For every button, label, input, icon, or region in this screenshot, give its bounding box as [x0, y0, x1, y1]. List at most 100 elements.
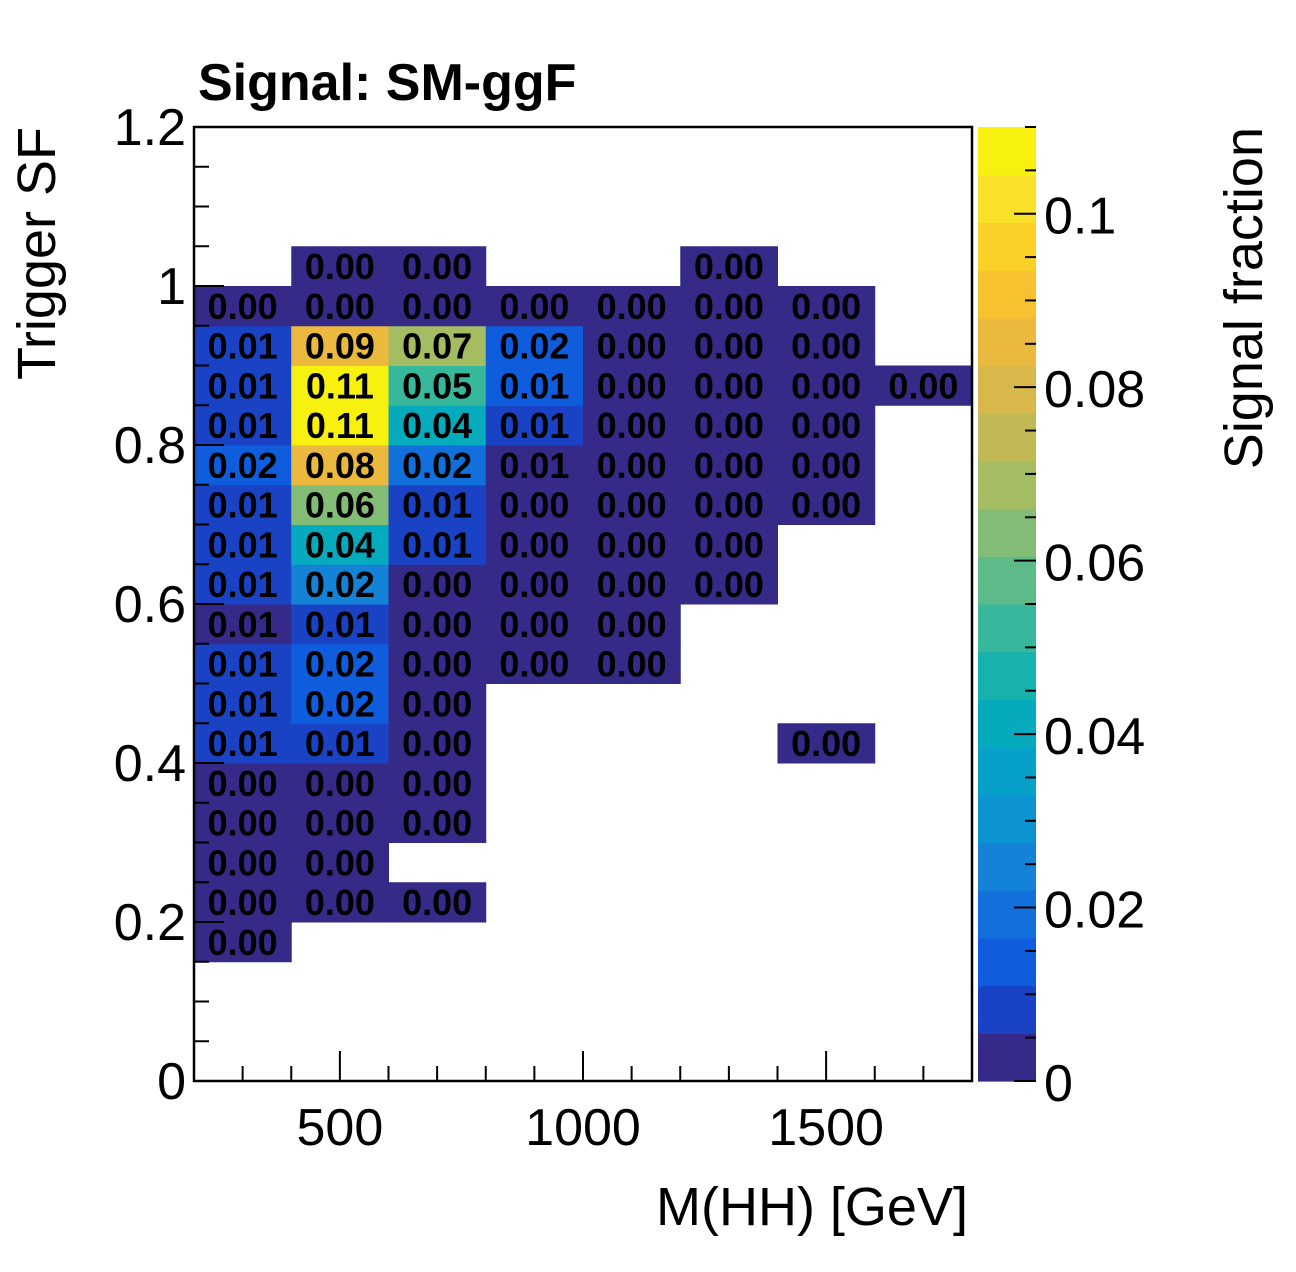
heatmap-cells [194, 246, 973, 963]
heatmap-cell-label: 0.04 [305, 524, 375, 565]
heatmap-cell-label: 0.00 [305, 842, 375, 883]
heatmap-cell-label: 0.01 [208, 723, 278, 764]
heatmap-cell-label: 0.00 [208, 286, 278, 327]
color-scale-segment [978, 1033, 1036, 1082]
heatmap-cell-label: 0.09 [305, 326, 375, 367]
heatmap-cell-labels: 0.000.00 0.00 0.000.00 0.000.00 0.00 0.000.00… [208, 246, 959, 963]
heatmap-cell-label: 0.00 [694, 365, 764, 406]
color-scale-tick-label: 0.06 [1044, 535, 1145, 593]
color-scale-segment [978, 794, 1036, 844]
heatmap-cell-label: 0.00 [305, 763, 375, 804]
color-scale-segment [978, 604, 1036, 653]
heatmap-cell [485, 405, 584, 446]
heatmap-cell [291, 445, 389, 486]
heatmap-cell [485, 286, 584, 327]
heatmap-cell [777, 286, 876, 327]
heatmap-cell [194, 445, 292, 486]
heatmap-cell [291, 763, 389, 804]
heatmap-cell-label: 0.00 [305, 286, 375, 327]
heatmap-cell-label: 0.00 [597, 644, 667, 685]
heatmap-cell [777, 405, 876, 446]
y-axis-title: Trigger SF [7, 127, 67, 380]
heatmap-cell-label: 0.00 [499, 564, 569, 605]
heatmap-cell [291, 842, 389, 883]
heatmap-cell-label: 0.00 [402, 683, 472, 724]
heatmap-cell [777, 365, 876, 406]
heatmap-cell [194, 604, 292, 645]
heatmap-cell [485, 484, 584, 525]
heatmap-cell [680, 564, 778, 605]
heatmap-cell [583, 405, 681, 446]
heatmap-cell-label: 0.00 [597, 326, 667, 367]
heatmap-cell-label: 0.07 [402, 326, 472, 367]
heatmap-cell [291, 246, 389, 287]
heatmap-cell [291, 882, 389, 923]
heatmap-cell [680, 405, 778, 446]
heatmap-cell [485, 564, 584, 605]
x-axis-tick-label: 500 [296, 1099, 383, 1157]
heatmap-cell-label: 0.02 [305, 683, 375, 724]
heatmap-cell-label: 0.00 [597, 564, 667, 605]
heatmap-cell [583, 564, 681, 605]
heatmap-cell-label: 0.00 [597, 445, 667, 486]
heatmap-cell [680, 484, 778, 525]
heatmap-cell-label: 0.00 [402, 882, 472, 923]
heatmap-cell-label: 0.02 [305, 644, 375, 685]
heatmap-cell-label: 0.00 [597, 286, 667, 327]
color-scale-segment [978, 270, 1036, 319]
color-scale-title: Signal fraction [1214, 127, 1274, 469]
heatmap-cell [194, 922, 292, 963]
heatmap-cell [777, 723, 876, 764]
heatmap-cell-label: 0.01 [499, 405, 569, 446]
heatmap-cell [388, 604, 487, 645]
heatmap-cell-label: 0.04 [402, 405, 472, 446]
color-scale-segment [978, 699, 1036, 748]
heatmap-cell-label: 0.00 [499, 286, 569, 327]
chart-title: Signal: SM-ggF [198, 54, 576, 112]
heatmap-cell [291, 365, 389, 406]
heatmap-cell-label: 0.05 [402, 365, 472, 406]
y-axis-tick-label: 1.2 [114, 99, 186, 157]
color-scale-segment [978, 508, 1036, 557]
heatmap-cell-label: 0.01 [208, 564, 278, 605]
heatmap-cell-label: 0.01 [208, 485, 278, 526]
y-axis-tick-label: 1 [157, 258, 186, 316]
heatmap-cell [388, 365, 487, 406]
heatmap-cell [388, 246, 487, 287]
heatmap-cell-label: 0.01 [499, 365, 569, 406]
heatmap-cell-label: 0.00 [499, 604, 569, 645]
heatmap-cell [388, 524, 487, 565]
heatmap-cell [194, 683, 292, 724]
heatmap-cell-label: 0.00 [597, 604, 667, 645]
heatmap-cell-label: 0.00 [694, 405, 764, 446]
color-scale-segment [978, 127, 1036, 176]
y-axis-tick-label: 0.6 [114, 576, 186, 634]
heatmap-cell [291, 723, 389, 764]
heatmap-cell [583, 286, 681, 327]
color-scale-tick-label: 0.04 [1044, 708, 1145, 766]
heatmap-cell-label: 0.02 [208, 445, 278, 486]
heatmap-cell-label: 0.00 [694, 564, 764, 605]
heatmap-cell-label: 0.01 [208, 644, 278, 685]
heatmap-cell-label: 0.00 [499, 524, 569, 565]
heatmap-cell [388, 325, 487, 366]
heatmap-cell-label: 0.00 [791, 326, 861, 367]
color-scale-segment [978, 460, 1036, 510]
color-scale-segment [978, 222, 1036, 271]
heatmap-cell [680, 445, 778, 486]
heatmap-cell-label: 0.00 [791, 445, 861, 486]
heatmap-cell-label: 0.00 [791, 365, 861, 406]
color-scale-tick-label: 0.02 [1044, 882, 1145, 940]
heatmap-cell-label: 0.00 [402, 604, 472, 645]
heatmap-cell-label: 0.01 [402, 485, 472, 526]
heatmap-cell [485, 604, 584, 645]
heatmap-cell-label: 0.00 [694, 524, 764, 565]
heatmap-cell [388, 802, 487, 843]
heatmap-cell-label: 0.00 [791, 723, 861, 764]
color-scale-segment [978, 937, 1036, 987]
heatmap-cell-label: 0.00 [694, 485, 764, 526]
heatmap-cell [388, 723, 487, 764]
heatmap-cell [583, 445, 681, 486]
heatmap-cell-label: 0.00 [208, 922, 278, 963]
